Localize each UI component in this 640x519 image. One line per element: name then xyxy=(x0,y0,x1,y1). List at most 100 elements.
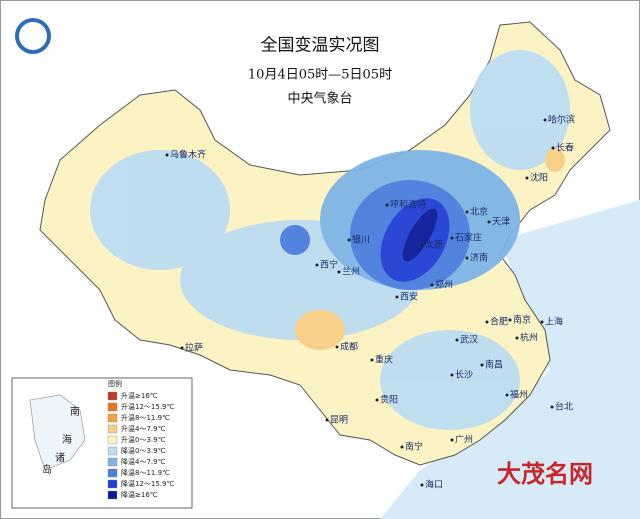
city-label: 长沙 xyxy=(455,369,473,381)
legend-swatch xyxy=(107,391,118,401)
watermark: 大茂名网 xyxy=(497,460,593,488)
legend-label: 升温4～7.9℃ xyxy=(121,424,166,433)
inset-label: 诸 xyxy=(55,452,65,464)
city-dot xyxy=(335,345,339,349)
area xyxy=(402,208,438,262)
city-label: 武汉 xyxy=(460,334,478,346)
area xyxy=(470,50,570,170)
legend-label: 降温0～3.9℃ xyxy=(121,446,166,455)
city-dot xyxy=(505,393,509,397)
city-dot xyxy=(375,398,379,402)
city-dot xyxy=(400,445,404,449)
title: 全国变温实况图 xyxy=(261,36,380,56)
city-dot xyxy=(485,320,489,324)
legend-title: 图例 xyxy=(108,379,122,388)
legend-label: 降温4～7.9℃ xyxy=(121,457,166,466)
area xyxy=(545,148,565,172)
city-label: 郑州 xyxy=(435,279,453,291)
legend-label: 升温8～11.9℃ xyxy=(121,413,170,422)
city-dot xyxy=(325,418,329,422)
area xyxy=(280,225,310,255)
city-label: 上海 xyxy=(545,316,563,328)
city-dot xyxy=(337,270,341,274)
city-label: 西宁 xyxy=(320,259,338,271)
city-label: 重庆 xyxy=(375,354,393,366)
city-label: 福州 xyxy=(510,389,528,401)
city-label: 拉萨 xyxy=(185,342,203,354)
city-dot xyxy=(515,336,519,340)
city-dot xyxy=(395,295,399,299)
city-dot xyxy=(165,153,169,157)
area xyxy=(380,330,520,430)
inset-map xyxy=(29,394,86,471)
temperature-areas xyxy=(90,50,570,430)
legend-swatch xyxy=(107,490,118,500)
legend-swatch xyxy=(107,479,118,489)
subtitle: 10月4日05时—5日05时 xyxy=(248,68,392,83)
city-label: 济南 xyxy=(470,252,488,264)
city-label: 乌鲁木齐 xyxy=(170,149,206,161)
city-label: 广州 xyxy=(455,434,473,446)
city-dot xyxy=(487,220,491,224)
legend-swatch xyxy=(107,413,118,423)
area xyxy=(165,130,195,150)
inset-label: 海 xyxy=(62,433,72,446)
city-label: 台北 xyxy=(555,401,573,413)
area xyxy=(295,310,345,350)
legend-label: 降温≥16℃ xyxy=(121,490,158,499)
logo xyxy=(15,18,51,54)
city-label: 贵阳 xyxy=(380,394,398,406)
city-label: 兰州 xyxy=(342,266,360,278)
city-dot xyxy=(465,256,469,260)
city-label: 成都 xyxy=(340,341,358,353)
city-dot xyxy=(180,346,184,350)
inset-label: 南 xyxy=(70,405,80,418)
city-label: 海口 xyxy=(425,479,443,491)
legend-label: 升温≥16℃ xyxy=(121,391,158,400)
city-label: 哈尔滨 xyxy=(548,114,575,126)
city-dot xyxy=(450,373,454,377)
city-label: 北京 xyxy=(470,206,488,218)
legend-swatch xyxy=(107,424,118,434)
legend-swatch xyxy=(107,468,118,478)
city-dot xyxy=(450,236,454,240)
city-dot xyxy=(420,483,424,487)
legend-swatch xyxy=(107,435,118,445)
city-dot xyxy=(450,438,454,442)
city-dot xyxy=(430,283,434,287)
city-dot xyxy=(455,338,459,342)
agency: 中央气象台 xyxy=(287,91,352,107)
city-label: 沈阳 xyxy=(530,172,548,184)
legend-label: 降温8～11.9℃ xyxy=(121,468,170,477)
area xyxy=(90,150,230,270)
city-dot xyxy=(315,263,319,267)
city-label: 天津 xyxy=(492,217,510,228)
legend-swatch xyxy=(107,402,118,412)
city-label: 杭州 xyxy=(520,332,538,344)
legend-label: 降温12～15.9℃ xyxy=(121,479,174,488)
city-label: 合肥 xyxy=(490,316,508,328)
city-dot xyxy=(540,320,544,324)
city-dot xyxy=(465,210,469,214)
city-dot xyxy=(543,118,547,122)
inset-label: 岛 xyxy=(42,463,52,476)
legend: 升温≥16℃ 升温12～15.9℃ 升温8～11.9℃ 升温4～7.9℃ 升温0～3.9… xyxy=(107,391,174,500)
city-label: 南昌 xyxy=(485,359,503,371)
city-dot xyxy=(420,243,424,247)
city-label: 昆明 xyxy=(330,415,348,426)
city-dot xyxy=(551,146,555,150)
legend-swatch xyxy=(107,457,118,467)
legend-label: 升温0～3.9℃ xyxy=(121,435,166,444)
city-dot xyxy=(347,238,351,242)
city-label: 长春 xyxy=(556,142,574,154)
city-dot xyxy=(370,358,374,362)
legend-swatch xyxy=(107,446,118,456)
city-label: 石家庄 xyxy=(455,232,482,244)
city-dot xyxy=(525,176,529,180)
city-dot xyxy=(508,318,512,322)
city-label: 呼和浩特 xyxy=(390,199,426,211)
legend-label: 升温12～15.9℃ xyxy=(121,402,174,411)
